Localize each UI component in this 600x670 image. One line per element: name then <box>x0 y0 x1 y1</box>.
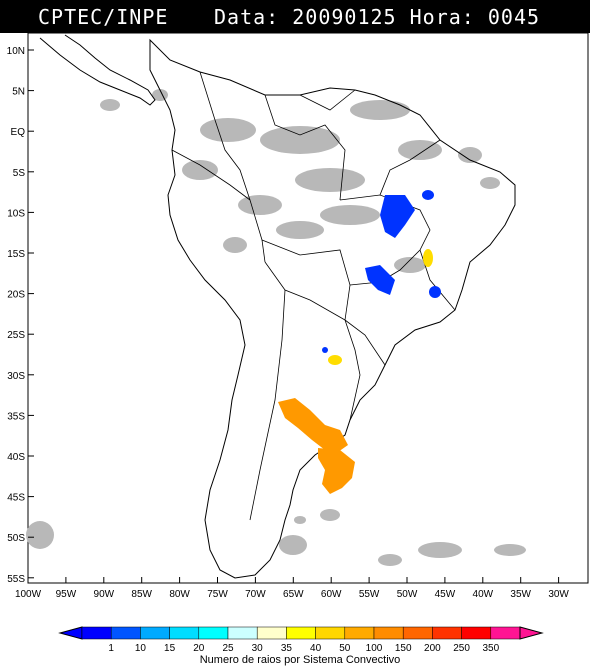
lon-label-35w: 35W <box>510 589 531 600</box>
colorbar-swatch <box>140 626 170 640</box>
colorbar-swatch <box>169 626 200 640</box>
colorbar-swatch <box>110 626 141 640</box>
lat-label-50s: 50S <box>7 533 25 544</box>
colorbar-label: 50 <box>339 643 351 654</box>
lat-label-10s: 10S <box>7 208 25 219</box>
lat-label-40s: 40S <box>7 452 25 463</box>
colorbar-right-arrow <box>519 626 544 640</box>
colorbar-swatch <box>315 626 346 640</box>
colorbar-label: 150 <box>395 643 412 654</box>
lat-label-eq: EQ <box>11 127 26 138</box>
lon-label-65w: 65W <box>283 589 304 600</box>
lat-label-25s: 25S <box>7 330 25 341</box>
lon-label-50w: 50W <box>397 589 418 600</box>
lon-label-80w: 80W <box>169 589 190 600</box>
colorbar-swatch <box>373 626 404 640</box>
colorbar-label: 100 <box>366 643 383 654</box>
lon-label-75w: 75W <box>207 589 228 600</box>
lon-label-100w: 100W <box>15 589 42 600</box>
colorbar-swatch <box>81 626 112 640</box>
lightning-blue-clusters <box>322 190 441 353</box>
colorbar-label: 15 <box>164 643 176 654</box>
lat-label-55s: 55S <box>7 574 25 585</box>
colorbar-title: Numero de raios por Sistema Convectivo <box>199 654 401 666</box>
colorbar-swatch <box>490 626 521 640</box>
cloud-cover-layer <box>26 89 526 566</box>
colorbar: 1 10 15 20 25 30 35 40 50 100 150 200 250 350 <box>58 626 544 654</box>
lat-label-5n: 5N <box>12 87 25 98</box>
colorbar-label: 40 <box>310 643 322 654</box>
colorbar-swatch <box>256 626 287 640</box>
lon-label-30w: 30W <box>548 589 569 600</box>
longitude-labels: 100W 95W 90W 85W 80W 75W 70W 65W 60W 55W 50W 45W 40W… <box>15 577 569 600</box>
colorbar-label: 35 <box>281 643 293 654</box>
colorbar-swatch <box>432 626 462 640</box>
lon-label-95w: 95W <box>56 589 77 600</box>
colorbar-swatch <box>286 626 316 640</box>
south-america-coastline <box>149 38 516 579</box>
lon-label-70w: 70W <box>245 589 266 600</box>
lon-label-45w: 45W <box>435 589 456 600</box>
lon-label-60w: 60W <box>321 589 342 600</box>
lon-label-55w: 55W <box>359 589 380 600</box>
map-frame <box>27 32 589 584</box>
lon-label-40w: 40W <box>473 589 494 600</box>
colorbar-swatch <box>344 626 375 640</box>
lightning-yellow-clusters <box>328 249 433 365</box>
colorbar-label: 30 <box>252 643 264 654</box>
colorbar-label: 10 <box>135 643 147 654</box>
colorbar-swatch <box>227 626 258 640</box>
colorbar-swatch <box>402 626 433 640</box>
lat-label-20s: 20S <box>7 290 25 301</box>
lat-label-35s: 35S <box>7 411 25 422</box>
colorbar-label: 250 <box>453 643 470 654</box>
colorbar-label: 1 <box>108 643 114 654</box>
lat-label-45s: 45S <box>7 493 25 504</box>
lightning-orange-cluster <box>278 398 355 494</box>
lon-label-90w: 90W <box>94 589 115 600</box>
colorbar-label: 350 <box>482 643 499 654</box>
source-label: CPTEC/INPE <box>38 5 169 29</box>
colorbar-label: 200 <box>424 643 441 654</box>
lat-label-30s: 30S <box>7 371 25 382</box>
lon-label-85w: 85W <box>131 589 152 600</box>
lat-label-5s: 5S <box>13 168 26 179</box>
lat-label-15s: 15S <box>7 249 25 260</box>
lat-label-10n: 10N <box>7 46 25 57</box>
colorbar-label: 20 <box>193 643 205 654</box>
central-america-coastline <box>39 34 156 106</box>
colorbar-swatch <box>198 626 229 640</box>
colorbar-left-arrow <box>58 626 83 640</box>
latitude-labels: 10N 5N EQ 5S 10S 15S 20S 25S 30S 35S 40S 45S 50S 55S <box>7 46 34 585</box>
colorbar-swatch <box>461 626 492 640</box>
colorbar-label: 25 <box>222 643 234 654</box>
